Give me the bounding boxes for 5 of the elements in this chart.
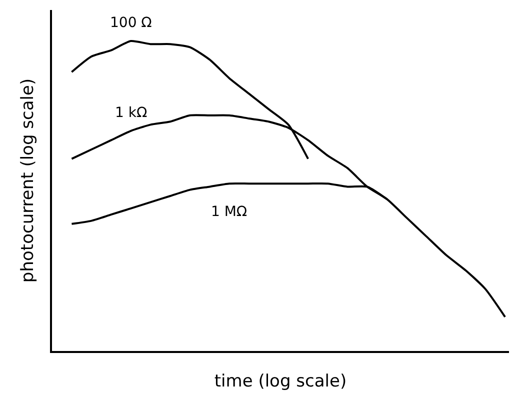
series-label: 1 MΩ: [211, 204, 248, 220]
series-label: 1 kΩ: [115, 105, 148, 121]
x-axis-title: time (log scale): [214, 372, 347, 392]
y-axis-title: photocurrent (log scale): [18, 78, 38, 283]
series-label: 100 Ω: [110, 15, 152, 31]
